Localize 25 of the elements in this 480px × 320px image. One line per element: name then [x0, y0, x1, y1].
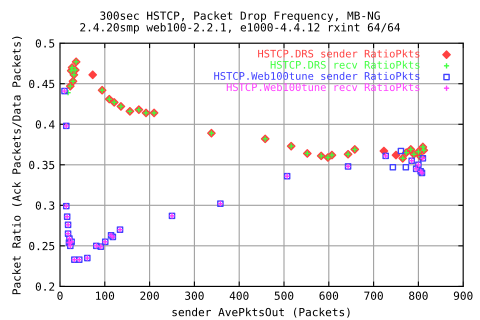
y-tick-label: 0.35: [29, 160, 54, 170]
x-tick-label: 800: [409, 292, 428, 300]
chart-title: 300sec HSTCP, Packet Drop Frequency, MB-NG: [100, 11, 380, 22]
x-tick-label: 600: [319, 292, 338, 300]
chart-subtitle: 2.4.20smp web100-2.2.1, e1000-4.4.12 rxint 64/64: [80, 22, 400, 34]
legend-label: HSTCP.Web100tune sender RatioPkts: [214, 72, 420, 80]
y-tick-label: 0.3: [36, 201, 54, 210]
x-tick-label: 900: [454, 292, 473, 300]
y-tick-label: 0.45: [29, 80, 54, 88]
x-tick-label: 700: [364, 292, 383, 300]
y-tick-label: 0.5: [36, 39, 54, 48]
x-tick-label: 200: [140, 292, 159, 300]
legend-label: HSTCP.DRS recv RatioPkts: [270, 60, 420, 69]
legend-label: HSTCP.Web100tune recv RatioPkts: [226, 83, 420, 92]
x-tick-label: 400: [230, 292, 249, 300]
x-axis-title: sender AvePktsOut (Packets): [172, 308, 350, 318]
x-tick-label: 300: [185, 292, 204, 300]
legend-label: HSTCP.DRS sender RatioPkts: [258, 50, 420, 58]
x-tick-label: 100: [96, 292, 114, 300]
x-tick-label: 0: [57, 292, 63, 300]
y-tick-label: 0.25: [29, 242, 54, 250]
y-axis-title: Packet Ratio (Ack Packets/Data Packets): [12, 36, 22, 294]
y-tick-label: 0.4: [36, 120, 55, 129]
x-tick-label: 500: [274, 292, 294, 300]
y-tick-label: 0.2: [36, 282, 54, 291]
